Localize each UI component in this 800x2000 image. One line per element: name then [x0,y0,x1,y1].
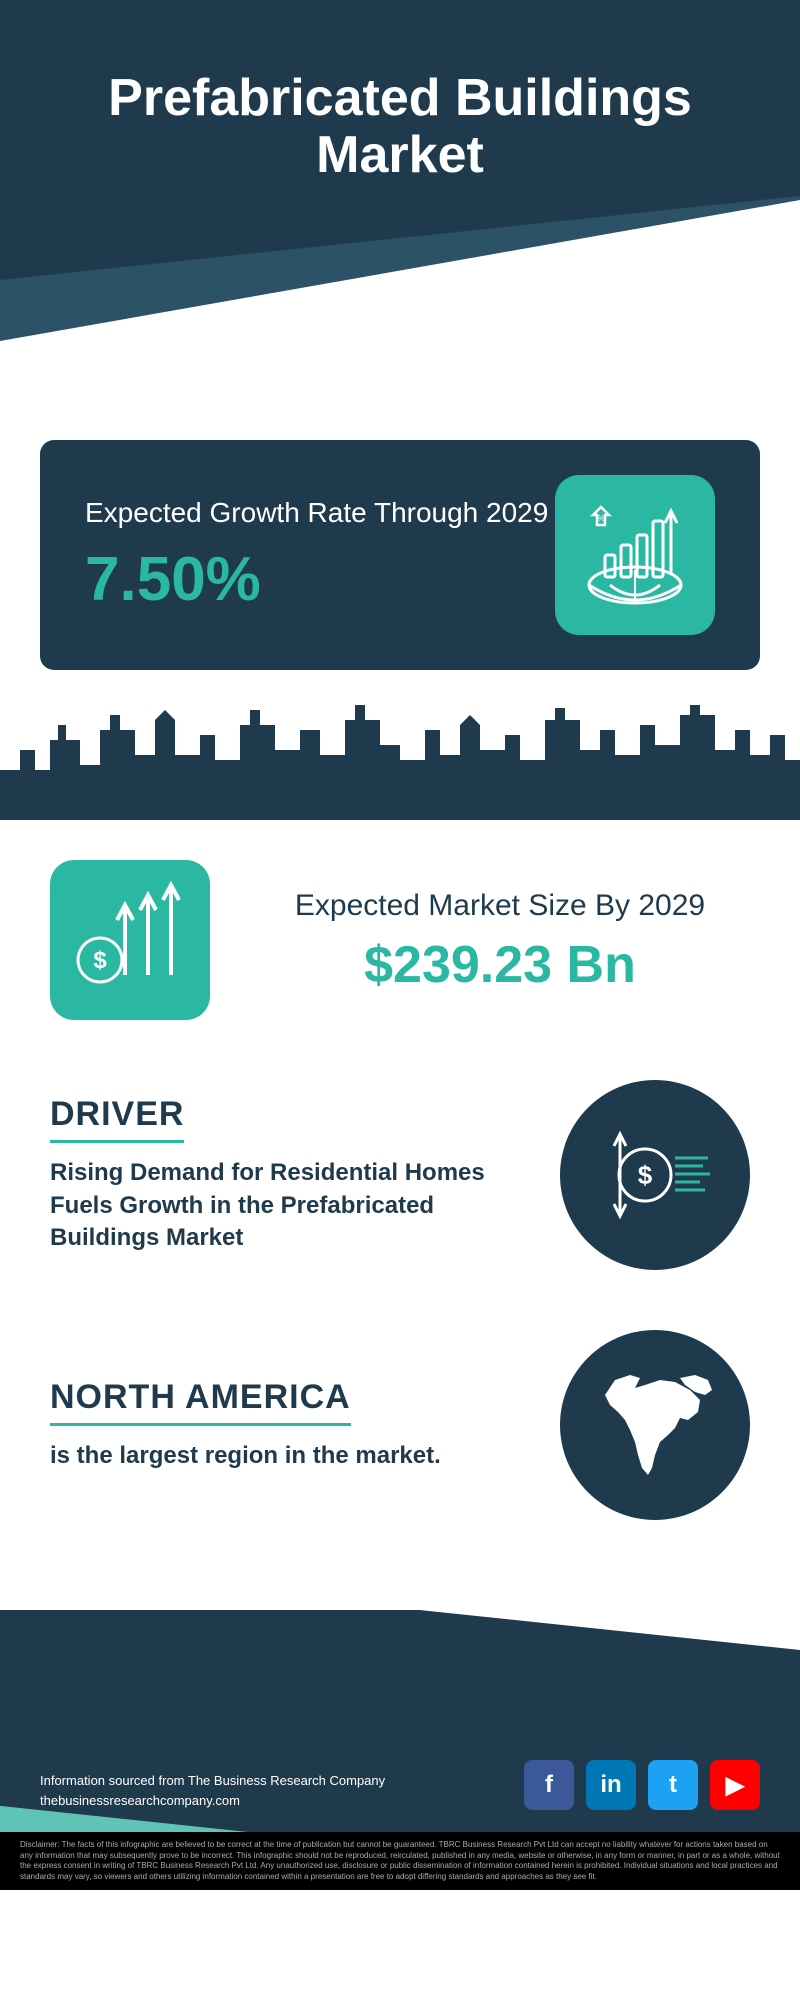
disclaimer-text: Disclaimer: The facts of this infographi… [0,1832,800,1890]
region-row: NORTH AMERICA is the largest region in t… [0,1300,800,1550]
growth-value: 7.50% [85,544,555,615]
growth-label: Expected Growth Rate Through 2029 [85,495,555,531]
source-attribution: Information sourced from The Business Re… [40,1771,385,1810]
growth-rate-card: Expected Growth Rate Through 2029 7.50% … [40,440,760,670]
market-size-text: Expected Market Size By 2029 $239.23 Bn [250,886,750,995]
footer: Information sourced from The Business Re… [0,1610,800,1890]
market-size-label: Expected Market Size By 2029 [250,886,750,925]
region-heading: NORTH AMERICA [50,1378,351,1426]
facebook-icon[interactable]: f [524,1760,574,1810]
linkedin-icon[interactable]: in [586,1760,636,1810]
money-flow-icon: $ [590,1110,720,1240]
north-america-map-icon [580,1350,730,1500]
globe-chart-icon: % [575,495,695,615]
market-size-section: $ Expected Market Size By 2029 $239.23 B… [0,830,800,1050]
growth-chart-icon: % [555,475,715,635]
driver-text: DRIVER Rising Demand for Residential Hom… [50,1095,520,1254]
header: Prefabricated Buildings Market [0,0,800,400]
driver-icon-circle: $ [560,1080,750,1270]
youtube-icon[interactable]: ▶ [710,1760,760,1810]
driver-heading: DRIVER [50,1095,184,1143]
svg-text:%: % [597,514,604,523]
region-text: NORTH AMERICA is the largest region in t… [50,1378,520,1472]
dollar-arrows-icon: $ [50,860,210,1020]
market-size-value: $239.23 Bn [250,935,750,995]
driver-description: Rising Demand for Residential Homes Fuel… [50,1157,520,1254]
city-skyline-graphic [0,700,800,820]
svg-text:$: $ [638,1160,653,1190]
source-line-1: Information sourced from The Business Re… [40,1771,385,1791]
source-line-2: thebusinessresearchcompany.com [40,1791,385,1811]
social-icons: f in t ▶ [524,1760,760,1810]
driver-row: DRIVER Rising Demand for Residential Hom… [0,1050,800,1300]
region-description: is the largest region in the market. [50,1440,520,1472]
growth-text-block: Expected Growth Rate Through 2029 7.50% [85,495,555,614]
page-title: Prefabricated Buildings Market [60,70,740,184]
twitter-icon[interactable]: t [648,1760,698,1810]
region-icon-circle [560,1330,750,1520]
svg-text:$: $ [93,947,107,974]
